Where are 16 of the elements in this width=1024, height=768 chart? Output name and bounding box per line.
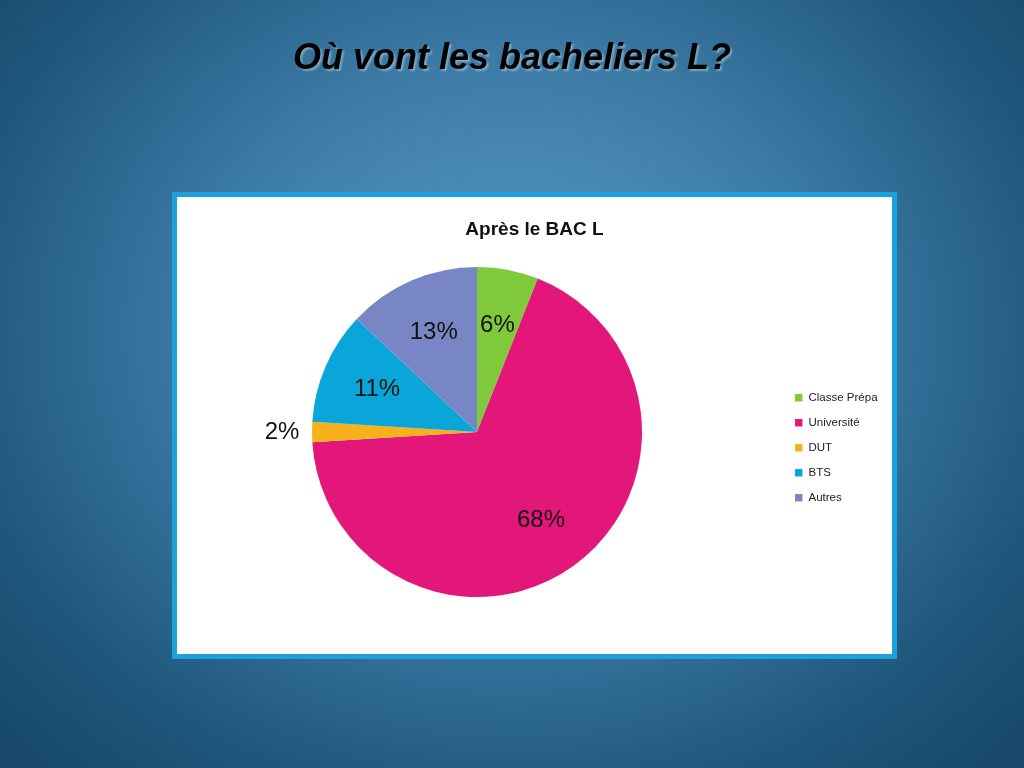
legend-label: Autres (808, 490, 842, 503)
legend-label: BTS (808, 465, 832, 478)
legend-label: Classe Prépa (808, 390, 879, 403)
chart-subtitle: Après le BAC L (465, 218, 605, 239)
legend-label: DUT (808, 440, 833, 453)
data-label: 68% (516, 505, 566, 533)
chart-title: Où vont les bacheliers L? (291, 36, 733, 78)
data-label: 6% (480, 310, 515, 338)
data-label: 11% (353, 373, 401, 401)
pie-slice (477, 267, 538, 432)
data-label: 13% (409, 317, 458, 345)
data-label: 2% (264, 417, 300, 444)
pie-slice (312, 278, 642, 597)
legend-label: Université (808, 415, 860, 428)
pie-slice (312, 319, 477, 432)
pie-slice (356, 267, 477, 432)
